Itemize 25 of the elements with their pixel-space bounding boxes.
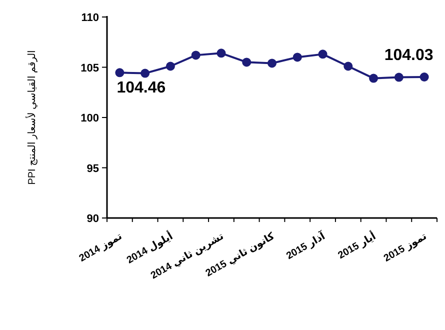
y-tick-label: 100 [80,112,99,124]
y-tick-label: 105 [80,62,99,74]
x-tick-label: تموز 2015 [382,230,430,264]
point [394,72,404,82]
point [318,50,328,59]
x-tick-label: آذار 2015 [284,229,328,262]
point [242,58,252,67]
y-tick-label: 90 [86,213,99,225]
point [191,50,200,60]
y-tick-label: 95 [86,162,99,175]
point [140,68,150,78]
point [216,48,226,58]
point [115,68,124,78]
point [369,74,378,83]
point [420,72,429,82]
x-tick-label: أيار 2015 [335,229,378,262]
point [166,62,175,71]
y-tick-label: 110 [81,12,99,24]
x-tick-label: تموز 2014 [78,230,124,264]
point [344,62,353,71]
point [292,52,302,62]
data-label: 104.46 [116,80,166,97]
y-axis-title: الرقم القياسي لأسعار المنتج PPI [25,50,38,185]
point [268,58,276,68]
data-label: 104.03 [384,47,434,64]
